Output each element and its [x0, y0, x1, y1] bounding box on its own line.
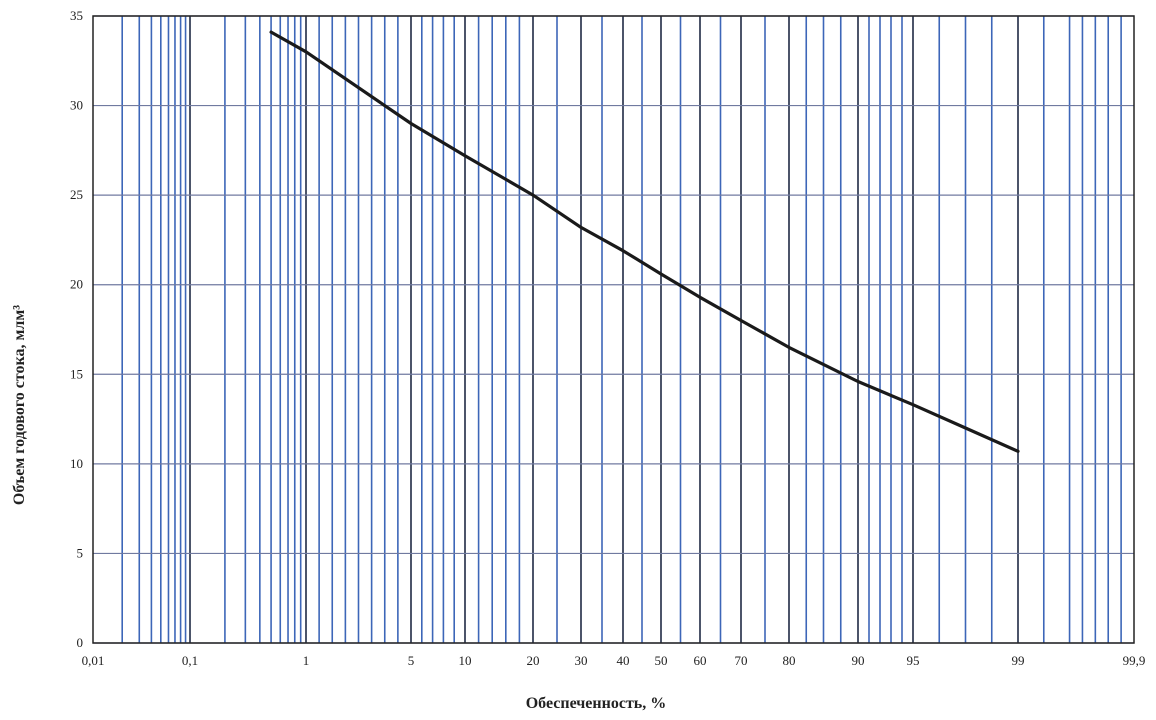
- x-tick-label: 80: [783, 653, 796, 668]
- y-tick-label: 35: [70, 8, 83, 23]
- x-tick-label: 95: [907, 653, 920, 668]
- y-tick-label: 0: [77, 635, 84, 650]
- plot-frame: [92, 15, 1135, 644]
- x-tick-label: 30: [575, 653, 588, 668]
- x-tick-label: 40: [617, 653, 630, 668]
- x-tick-label: 60: [694, 653, 707, 668]
- x-tick-label: 70: [735, 653, 748, 668]
- x-tick-label: 20: [527, 653, 540, 668]
- x-tick-label: 0,1: [182, 653, 198, 668]
- y-tick-label: 25: [70, 187, 83, 202]
- x-tick-label: 99,9: [1123, 653, 1146, 668]
- grid: [93, 15, 1134, 644]
- x-tick-label: 10: [459, 653, 472, 668]
- x-tick-label: 1: [303, 653, 310, 668]
- series-line: [269, 30, 1020, 453]
- x-tick-labels: 0,01 0,1 1 5 10 20 30 40 50 60 70 80 90 95 99 99,9: [82, 653, 1146, 668]
- x-tick-label: 99: [1012, 653, 1025, 668]
- y-tick-label: 15: [70, 366, 83, 381]
- y-axis-title: Объем годового стока, млм³: [11, 305, 28, 505]
- y-tick-label: 30: [70, 98, 83, 113]
- curve-layer: [269, 30, 1020, 453]
- x-axis-title: Обеспеченность, %: [526, 695, 667, 712]
- x-tick-label: 90: [852, 653, 865, 668]
- y-tick-label: 10: [70, 456, 83, 471]
- y-tick-label: 20: [70, 277, 83, 292]
- x-tick-label: 0,01: [82, 653, 105, 668]
- y-tick-label: 5: [77, 545, 84, 560]
- x-tick-label: 50: [655, 653, 668, 668]
- y-tick-labels: 0 5 10 15 20 25 30 35: [70, 8, 83, 650]
- x-tick-label: 5: [408, 653, 415, 668]
